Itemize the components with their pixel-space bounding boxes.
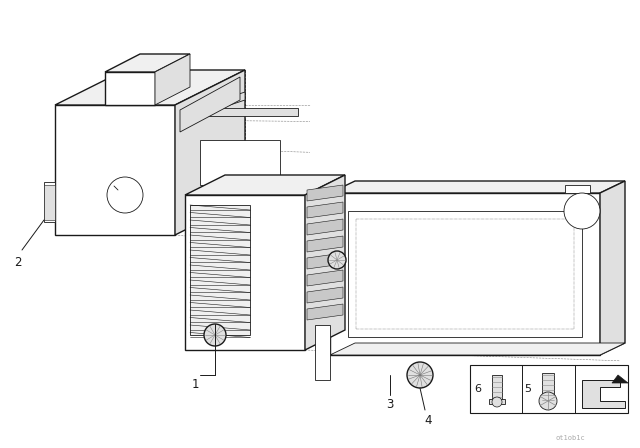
Polygon shape — [307, 287, 343, 303]
Polygon shape — [307, 270, 343, 286]
Text: 3: 3 — [387, 399, 394, 412]
Text: 6: 6 — [474, 384, 481, 394]
Polygon shape — [195, 108, 298, 116]
Polygon shape — [190, 205, 250, 335]
Text: ot1ob1c: ot1ob1c — [555, 435, 585, 441]
Polygon shape — [180, 77, 240, 132]
Polygon shape — [330, 343, 625, 355]
Text: 1: 1 — [191, 379, 199, 392]
Circle shape — [492, 397, 502, 407]
Polygon shape — [489, 399, 505, 404]
Polygon shape — [185, 195, 305, 350]
Polygon shape — [55, 70, 245, 105]
Text: 5: 5 — [525, 384, 531, 394]
Polygon shape — [307, 202, 343, 218]
Polygon shape — [200, 193, 260, 202]
Text: 2: 2 — [14, 255, 22, 268]
Polygon shape — [44, 185, 55, 220]
Polygon shape — [185, 92, 245, 120]
Polygon shape — [307, 236, 343, 252]
Circle shape — [204, 324, 226, 346]
Polygon shape — [55, 105, 175, 235]
Polygon shape — [155, 54, 190, 105]
Polygon shape — [307, 253, 343, 269]
Polygon shape — [492, 375, 502, 399]
Polygon shape — [612, 375, 628, 383]
Circle shape — [539, 392, 557, 410]
Polygon shape — [105, 54, 190, 72]
Circle shape — [564, 193, 600, 229]
Polygon shape — [305, 175, 345, 350]
Circle shape — [328, 251, 346, 269]
Polygon shape — [105, 72, 155, 105]
Polygon shape — [307, 219, 343, 235]
Polygon shape — [470, 365, 628, 413]
Polygon shape — [307, 304, 343, 320]
Polygon shape — [200, 140, 280, 185]
Circle shape — [407, 362, 433, 388]
Polygon shape — [348, 211, 582, 337]
Polygon shape — [330, 193, 600, 355]
Polygon shape — [44, 182, 55, 222]
Polygon shape — [315, 325, 330, 380]
Polygon shape — [542, 373, 554, 401]
Circle shape — [107, 177, 143, 213]
Text: 4: 4 — [424, 414, 432, 427]
Polygon shape — [582, 380, 625, 408]
Polygon shape — [175, 70, 245, 235]
Polygon shape — [330, 181, 625, 193]
Polygon shape — [307, 185, 343, 201]
Polygon shape — [185, 175, 345, 195]
Polygon shape — [600, 181, 625, 355]
Polygon shape — [565, 185, 590, 193]
